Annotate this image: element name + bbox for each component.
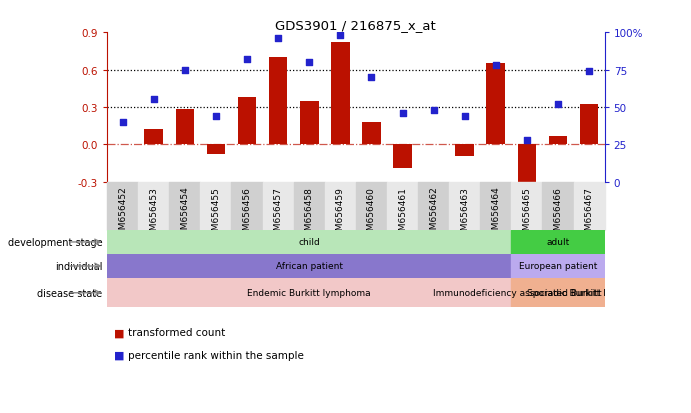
Bar: [511, 230, 605, 254]
Point: [334, 33, 346, 39]
Bar: [580, 105, 598, 145]
Text: GSM656453: GSM656453: [149, 186, 158, 241]
Text: African patient: African patient: [276, 262, 343, 271]
Text: GSM656462: GSM656462: [429, 186, 438, 241]
Point: [459, 113, 470, 120]
Bar: [294, 183, 325, 230]
Text: Sporadic Burkitt lymphoma: Sporadic Burkitt lymphoma: [527, 289, 651, 297]
Bar: [231, 183, 263, 230]
Bar: [169, 183, 200, 230]
Point: [521, 137, 532, 144]
Text: GSM656456: GSM656456: [243, 186, 252, 241]
Text: GSM656457: GSM656457: [274, 186, 283, 241]
Point: [491, 63, 502, 69]
Bar: [107, 183, 138, 230]
Bar: [449, 183, 480, 230]
Bar: [393, 145, 412, 169]
Bar: [387, 183, 418, 230]
Bar: [418, 183, 449, 230]
Bar: [455, 145, 474, 156]
Bar: [486, 64, 505, 145]
Bar: [107, 230, 511, 254]
Text: transformed count: transformed count: [128, 328, 225, 337]
Text: ■: ■: [114, 350, 124, 360]
Point: [179, 67, 190, 74]
Bar: [200, 183, 231, 230]
Title: GDS3901 / 216875_x_at: GDS3901 / 216875_x_at: [276, 19, 436, 32]
Text: percentile rank within the sample: percentile rank within the sample: [128, 350, 304, 360]
Bar: [107, 278, 511, 308]
Point: [366, 74, 377, 81]
Bar: [549, 136, 567, 145]
Bar: [207, 145, 225, 155]
Text: GSM656454: GSM656454: [180, 186, 189, 241]
Point: [428, 107, 439, 114]
Bar: [107, 254, 511, 278]
Text: adult: adult: [547, 238, 569, 247]
Bar: [269, 58, 287, 145]
Text: GSM656455: GSM656455: [211, 186, 220, 241]
Bar: [518, 145, 536, 192]
Point: [303, 59, 314, 66]
Point: [272, 36, 283, 42]
Bar: [356, 183, 387, 230]
Text: GSM656464: GSM656464: [491, 186, 500, 241]
Text: GSM656463: GSM656463: [460, 186, 469, 241]
Point: [210, 113, 221, 120]
Bar: [263, 183, 294, 230]
Text: child: child: [299, 238, 320, 247]
Bar: [542, 183, 574, 230]
Text: GSM656466: GSM656466: [553, 186, 562, 241]
Bar: [144, 130, 163, 145]
Bar: [176, 110, 194, 145]
Point: [552, 102, 563, 108]
Bar: [480, 183, 511, 230]
Bar: [300, 102, 319, 145]
Point: [117, 119, 129, 126]
Text: Immunodeficiency associated Burkitt lymphoma: Immunodeficiency associated Burkitt lymp…: [433, 289, 652, 297]
Bar: [331, 43, 350, 145]
Bar: [511, 254, 605, 278]
Point: [583, 69, 594, 75]
Point: [148, 97, 159, 104]
Text: European patient: European patient: [519, 262, 597, 271]
Bar: [574, 183, 605, 230]
Bar: [511, 278, 574, 308]
Text: ■: ■: [114, 328, 124, 337]
Point: [397, 110, 408, 117]
Text: GSM656460: GSM656460: [367, 186, 376, 241]
Text: GSM656465: GSM656465: [522, 186, 531, 241]
Point: [242, 57, 253, 63]
Text: Endemic Burkitt lymphoma: Endemic Burkitt lymphoma: [247, 289, 371, 297]
Text: GSM656467: GSM656467: [585, 186, 594, 241]
Bar: [511, 183, 542, 230]
Bar: [238, 98, 256, 145]
Text: GSM656452: GSM656452: [118, 186, 127, 241]
Bar: [325, 183, 356, 230]
Text: individual: individual: [55, 261, 102, 271]
Text: development stage: development stage: [8, 237, 102, 247]
Bar: [362, 123, 381, 145]
Bar: [574, 278, 605, 308]
Text: disease state: disease state: [37, 288, 102, 298]
Text: GSM656459: GSM656459: [336, 186, 345, 241]
Text: GSM656458: GSM656458: [305, 186, 314, 241]
Bar: [138, 183, 169, 230]
Text: GSM656461: GSM656461: [398, 186, 407, 241]
